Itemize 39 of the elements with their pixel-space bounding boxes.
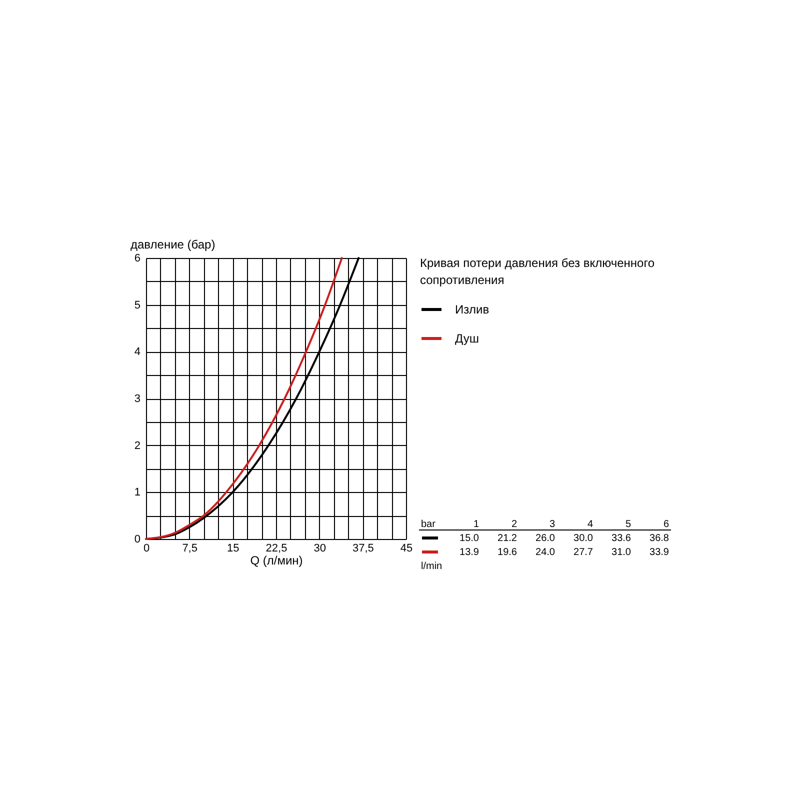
legend-label: Излив [455, 302, 490, 316]
text: 36.8 [650, 533, 670, 544]
x-tick-label: 7,5 [182, 542, 198, 554]
text: 1 [473, 519, 480, 530]
text: 24.0 [536, 547, 556, 558]
text: 19.6 [498, 547, 518, 558]
y-tick-label: 2 [134, 440, 140, 452]
y-tick-label: 0 [134, 534, 140, 546]
text: 33.9 [650, 547, 670, 558]
x-tick-label: 0 [143, 542, 150, 554]
text: 26.0 [536, 533, 556, 544]
y-tick-label: 3 [134, 393, 140, 405]
text: 21.2 [498, 533, 518, 544]
x-tick-label: 15 [227, 542, 240, 554]
y-tick-label: 1 [134, 486, 140, 499]
text: bar [421, 519, 436, 530]
x-axis-title: Q (л/мин) [250, 554, 303, 568]
text: 27.7 [574, 547, 594, 558]
text: 3 [549, 519, 556, 530]
y-axis-title: давление (бар) [130, 238, 216, 252]
x-tick-label: 37,5 [352, 542, 374, 554]
y-tick-label: 4 [134, 346, 140, 358]
y-tick-label: 6 [134, 252, 140, 264]
text: 6 [663, 519, 670, 530]
text: 15.0 [460, 533, 480, 544]
y-tick-label: 5 [134, 299, 140, 312]
text: 30.0 [574, 533, 594, 544]
text: 33.6 [612, 533, 632, 544]
text: 2 [511, 519, 518, 530]
x-tick-label: 22,5 [266, 542, 288, 554]
text: 5 [625, 519, 632, 530]
text: l/min [421, 561, 442, 572]
x-tick-label: 30 [314, 542, 326, 554]
x-tick-label: 45 [400, 542, 413, 554]
text: 13.9 [460, 547, 480, 558]
text: 4 [587, 519, 594, 530]
legend-label: Душ [455, 332, 480, 346]
legend-title: Кривая потери давления без включенного сопротивления [420, 256, 655, 287]
text: 31.0 [612, 547, 632, 558]
